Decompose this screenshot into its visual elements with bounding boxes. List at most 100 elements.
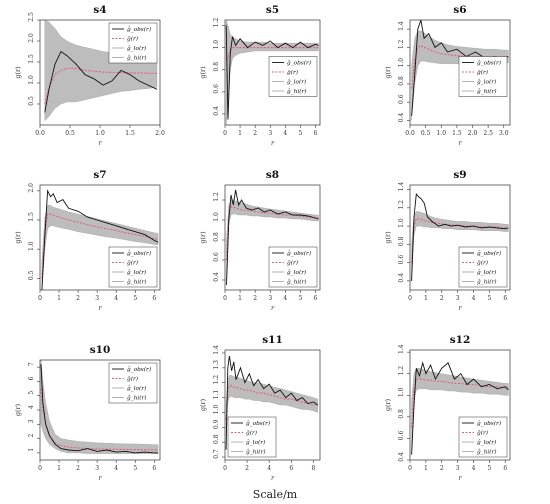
x-tick-label: 4: [472, 465, 476, 472]
x-axis-label: r: [98, 474, 102, 482]
y-tick-label: 0.8: [398, 76, 405, 86]
x-tick-label: 8: [311, 465, 315, 472]
y-tick-label: 0.6: [398, 430, 405, 440]
y-tick-label: 0.4: [398, 452, 405, 462]
observed-line: [226, 189, 319, 286]
y-tick-label: 1.4: [398, 182, 405, 192]
x-tick-label: 6: [152, 295, 156, 302]
x-tick-label: 0: [38, 465, 42, 472]
y-tick-label: 0.8: [398, 236, 405, 246]
legend-label: ḡ(r): [477, 69, 488, 76]
legend: ĝ_obs(r) ḡ(r) ĝ_lo(r) ĝ_hi(r): [458, 246, 508, 288]
x-tick-label: 4: [283, 295, 287, 302]
envelope-band: [44, 19, 158, 122]
legend-box: [268, 246, 318, 288]
x-tick-label: 4: [114, 465, 118, 472]
x-tick-label: 0: [223, 295, 227, 302]
x-tick-label: 0.0: [405, 130, 415, 137]
legend-box: [458, 56, 508, 97]
y-tick-label: 1.3: [213, 360, 220, 370]
observed-line: [44, 50, 158, 113]
legend-label: ĝ_obs(r): [127, 26, 151, 33]
x-tick-label: 5: [133, 295, 137, 302]
x-tick-label: 2: [76, 465, 80, 472]
panel-title: s9: [453, 169, 466, 181]
y-tick-label: 1.4: [398, 21, 405, 31]
figure-xlabel: Scale/m: [252, 488, 298, 501]
legend-label: ḡ(r): [127, 376, 138, 383]
y-tick-label: 0.4: [213, 272, 220, 282]
x-tick-label: 6: [314, 295, 318, 302]
y-tick-label: 1.4: [213, 345, 220, 355]
x-tick-label: 1: [57, 295, 61, 302]
x-tick-label: 2: [440, 465, 444, 472]
legend: ĝ_obs(r) ḡ(r) ĝ_lo(r) ĝ_hi(r): [458, 416, 508, 458]
x-tick-label: 5: [133, 465, 137, 472]
plot-frame: [409, 349, 511, 461]
legend-label: ĝ_obs(r): [127, 250, 151, 257]
legend-label: ĝ_lo(r): [287, 79, 306, 86]
y-tick-label: 1.1: [213, 390, 220, 400]
y-tick-label: 0.7: [213, 449, 220, 459]
legend-label: ḡ(r): [287, 260, 298, 267]
panel-s4: s4 0.0 0.5 1.0 1.5 2.0 0.5 1.0 1.5 2.0 2.5 r g(r) ĝ_o…: [14, 4, 165, 147]
x-tick-label: 0.5: [65, 130, 75, 137]
y-axis-label: g(r): [199, 398, 207, 411]
x-tick-label: 2: [245, 465, 249, 472]
legend: ĝ_obs(r) ḡ(r) ĝ_lo(r) ĝ_hi(r): [227, 416, 277, 458]
legend-label: ĝ_hi(r): [127, 279, 147, 286]
mean-line: [411, 378, 509, 428]
legend-label: ĝ_lo(r): [287, 269, 306, 276]
envelope-band: [411, 211, 509, 281]
legend-label: ḡ(r): [127, 36, 138, 43]
legend-label: ĝ_hi(r): [477, 449, 497, 456]
legend-label: ĝ_lo(r): [477, 79, 496, 86]
y-axis-label: g(r): [384, 398, 392, 411]
x-tick-label: 0: [223, 465, 227, 472]
y-tick-label: 1.0: [398, 58, 405, 68]
y-tick-label: 7: [28, 362, 35, 366]
panel-s7: s70 1 2 3 4 5 60.51.01.52.0rg(r)ĝ_obs(r)ḡ(r)ĝ_…: [14, 169, 161, 312]
x-tick-label: 0: [38, 295, 42, 302]
y-tick-label: 1.2: [213, 192, 220, 202]
panel-s12: s12 0 1 2 3 4 5 6 0.4 0.6 0.8 1.0 1.2 1.4 r g(r) ĝ_obs(r…: [384, 334, 511, 482]
y-tick-label: 0.6: [213, 252, 220, 262]
y-tick-label: 1.0: [28, 241, 35, 251]
x-tick-label: 1: [238, 295, 242, 302]
legend-label: ĝ_hi(r): [127, 55, 147, 62]
y-axis-label: g(r): [14, 66, 22, 79]
legend-label: ĝ_lo(r): [127, 45, 146, 52]
panel-title: s4: [93, 4, 106, 16]
x-tick-label: 1.5: [452, 130, 462, 137]
legend: ĝ_obs(r) ḡ(r) ĝ_lo(r) ĝ_hi(r): [108, 22, 158, 64]
x-tick-label: 1: [57, 465, 61, 472]
y-tick-label: 0.4: [213, 106, 220, 116]
panel-s8: s8 0 1 2 3 4 5 6 0.4 0.6 0.8 1.0 1.2 r g(r) ĝ_obs(r) ḡ(r…: [199, 169, 321, 312]
legend-box: [458, 246, 508, 288]
y-tick-label: 1.0: [28, 75, 35, 85]
legend-label: ĝ_lo(r): [127, 385, 146, 392]
y-axis-label: g(r): [14, 231, 22, 244]
panel-s5: s5 0 1 2 3 4 5 6 0.4 0.6 0.8 1.0 1.2 r g(r) ĝ_obs(r) ḡ(r…: [199, 4, 321, 147]
plot-frame: [39, 184, 161, 291]
x-axis-label: r: [98, 304, 102, 312]
observed-line: [411, 193, 509, 281]
y-axis-label: g(r): [199, 231, 207, 244]
y-axis-label: g(r): [199, 66, 207, 79]
y-tick-label: 5: [28, 391, 35, 395]
y-tick-label: 1.0: [398, 387, 405, 397]
y-tick-label: 2: [28, 433, 35, 437]
legend-label: ĝ_lo(r): [477, 439, 496, 446]
x-tick-label: 4: [472, 295, 476, 302]
panel-title: s10: [90, 344, 111, 356]
x-axis-label: r: [458, 304, 462, 312]
legend-label: ĝ_hi(r): [127, 395, 147, 402]
legend-box: [268, 56, 318, 97]
x-tick-label: 0: [408, 295, 412, 302]
mean-line: [226, 47, 319, 60]
x-tick-label: 3: [456, 465, 460, 472]
x-tick-label: 3: [95, 295, 99, 302]
legend-label: ḡ(r): [246, 430, 257, 437]
legend-label: ĝ_hi(r): [477, 88, 497, 95]
